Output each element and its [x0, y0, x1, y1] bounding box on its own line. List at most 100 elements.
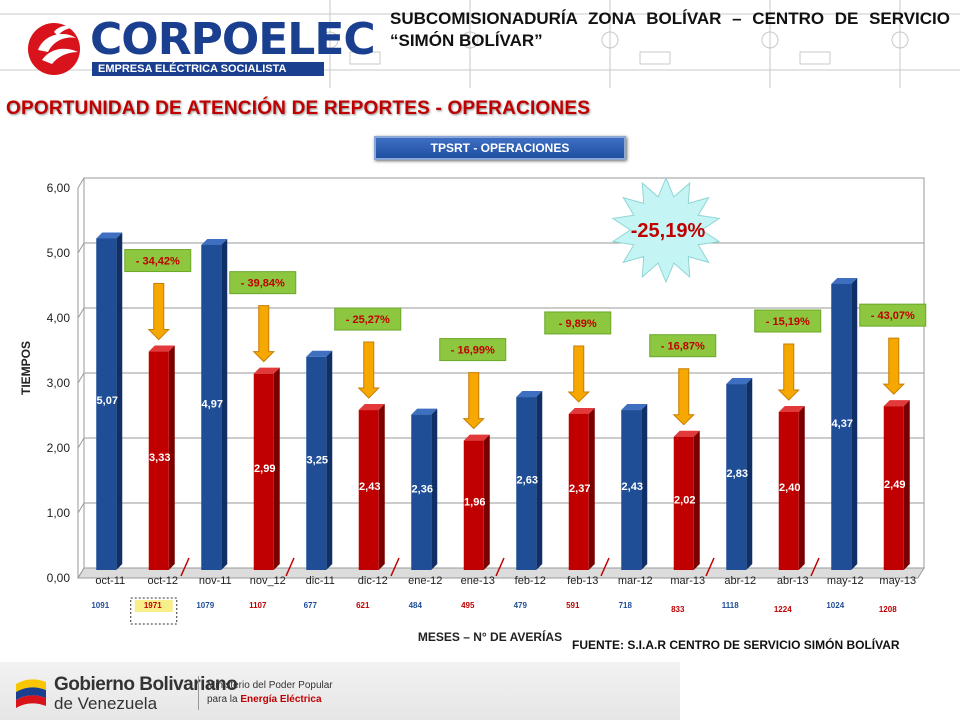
bar-side [221, 238, 228, 570]
bar-side [378, 404, 385, 570]
x-tick-label: may-12 [827, 575, 864, 587]
change-box [334, 307, 402, 331]
corpoelec-logo: CORPOELEC EMPRESA ELÉCTRICA SOCIALISTA [24, 14, 376, 82]
bar [831, 283, 852, 570]
bar [358, 410, 379, 570]
overall-change-label: -25,19% [631, 220, 706, 242]
bar-top [726, 378, 753, 385]
averias-count: 479 [514, 601, 528, 610]
y-tick-label: 5,00 [47, 246, 71, 260]
group-separator [705, 557, 715, 577]
bar [463, 440, 484, 570]
page-title: OPORTUNIDAD DE ATENCIÓN DE REPORTES - OP… [6, 98, 591, 119]
bar-value-label: 2,43 [622, 481, 643, 493]
bar-side [483, 434, 490, 570]
down-arrow-icon [567, 345, 590, 403]
change-box [649, 334, 717, 358]
bar [516, 397, 537, 570]
bar-side [168, 345, 175, 570]
bar-side [693, 430, 700, 570]
x-tick-label: feb-12 [515, 575, 546, 587]
gridline-diag [77, 242, 85, 254]
averias-count: 484 [409, 601, 423, 610]
x-tick-label: ene-13 [461, 575, 495, 587]
averias-count: 591 [566, 601, 580, 610]
bar-value-label: 3,33 [149, 452, 170, 464]
bar-top [673, 430, 700, 437]
government-logo: Gobierno Bolivariano de Venezuela Minist… [14, 672, 334, 716]
group-separator [390, 557, 400, 577]
bar-top [96, 232, 123, 239]
averias-count: 621 [356, 601, 370, 610]
bar-top [148, 345, 175, 352]
x-tick-label: nov_12 [250, 575, 286, 587]
averias-count: 495 [461, 601, 475, 610]
y-tick-label: 6,00 [47, 181, 71, 195]
x-tick-label: oct-12 [147, 575, 178, 587]
bar [201, 244, 222, 570]
bar-value-label: 3,25 [307, 454, 328, 466]
bar [568, 413, 589, 570]
bar-value-label: 4,37 [832, 418, 853, 430]
venezuela-flag-icon [16, 679, 46, 708]
bar-side [326, 350, 333, 570]
x-tick-label: may-13 [879, 575, 916, 587]
x-tick-label: ene-12 [408, 575, 442, 587]
highlight-fill [134, 600, 173, 612]
bar-top [201, 238, 228, 245]
starburst-badge [611, 176, 721, 284]
bar-top [358, 404, 385, 411]
bar [726, 384, 747, 570]
bar-value-label: 1,96 [464, 496, 485, 508]
bar-value-label: 2,37 [569, 483, 590, 495]
x-tick-label: abr-13 [777, 575, 809, 587]
ministry-line2-prefix: para la [207, 694, 241, 705]
bar-top [516, 391, 543, 398]
bar-side [431, 408, 438, 570]
averias-count: 833 [671, 605, 685, 614]
change-label: - 16,99% [451, 345, 495, 357]
bar-side [798, 406, 805, 570]
change-label: - 9,89% [559, 318, 597, 330]
x-tick-label: mar-12 [618, 575, 653, 587]
source-note: FUENTE: S.I.A.R CENTRO DE SERVICIO SIMÓN… [572, 638, 900, 652]
change-box [544, 311, 612, 335]
y-tick-label: 1,00 [47, 506, 71, 520]
x-tick-label: abr-12 [724, 575, 756, 587]
change-box [859, 303, 927, 327]
bar-value-label: 2,43 [359, 481, 380, 493]
footer-divider [198, 676, 199, 710]
x-axis-label: MESES – N° DE AVERÍAS [418, 629, 562, 644]
change-label: - 43,07% [871, 310, 915, 322]
bar [306, 356, 327, 570]
gridline-diag [77, 567, 85, 579]
averias-count: 1024 [826, 601, 844, 610]
x-tick-label: mar-13 [670, 575, 705, 587]
corpoelec-emblem-icon [28, 23, 80, 75]
change-label: - 34,42% [136, 256, 180, 268]
bar-value-label: 2,36 [412, 483, 433, 495]
bar-side [116, 232, 123, 570]
gob-line2: de Venezuela [54, 694, 158, 713]
y-axis-label: TIEMPOS [19, 341, 33, 395]
bar [621, 410, 642, 570]
footer-band [0, 662, 680, 720]
bar-top [411, 408, 438, 415]
y-tick-label: 3,00 [47, 376, 71, 390]
x-tick-label: dic-11 [306, 575, 335, 587]
page-subtitle: SUBCOMISIONADURÍA ZONA BOLÍVAR – CENTRO … [390, 9, 950, 50]
bar-top [463, 434, 490, 441]
bar-value-label: 2,63 [517, 475, 538, 487]
bar-top [883, 400, 910, 407]
bar-top [831, 277, 858, 284]
ministry-line1: Ministerio del Poder Popular [207, 680, 333, 691]
change-label: - 25,27% [346, 314, 390, 326]
averias-count: 1091 [91, 601, 109, 610]
down-arrow-icon [462, 372, 485, 430]
averias-count: 1208 [879, 605, 897, 614]
bar [253, 373, 274, 570]
gridline-diag [77, 177, 85, 189]
group-separator [600, 557, 610, 577]
down-arrow-icon [672, 368, 695, 426]
down-arrow-icon [147, 283, 170, 341]
